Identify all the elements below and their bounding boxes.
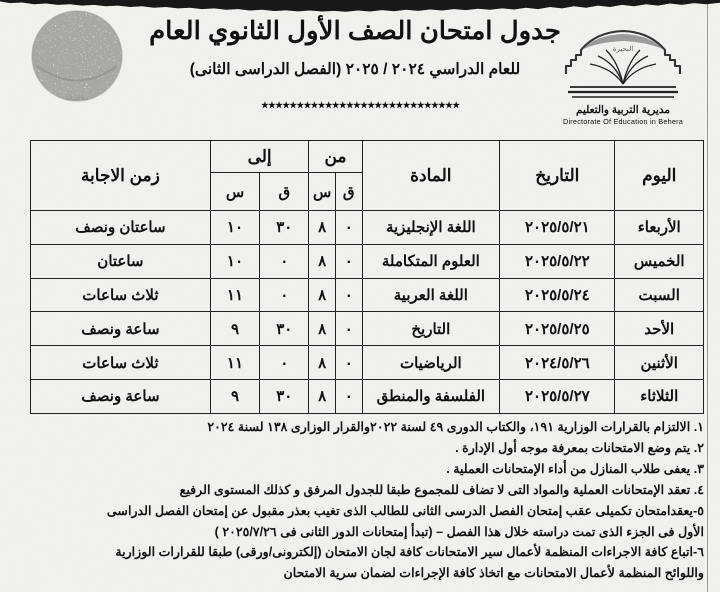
svg-text:البحيرة: البحيرة bbox=[613, 45, 633, 53]
svg-text:محافظة: محافظة bbox=[65, 94, 88, 102]
svg-text:Directorate Of Education in Be: Directorate Of Education in Behera bbox=[563, 117, 684, 126]
svg-text:مديرية التربية والتعليم: مديرية التربية والتعليم bbox=[576, 104, 670, 116]
